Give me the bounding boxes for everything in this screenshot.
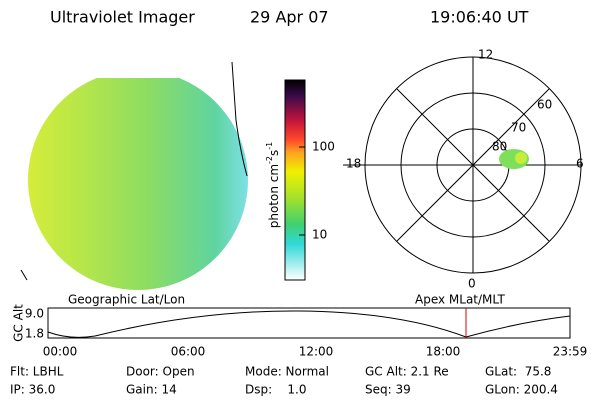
panel-title: Apex MLat/MLT [415, 293, 505, 307]
lat-label: 70 [511, 121, 526, 135]
mlt-label: 0 [468, 277, 476, 291]
y-tick-label: 1.8 [25, 327, 44, 341]
x-tick-label: 12:00 [299, 345, 334, 359]
info-cell: Dsp: 1.0 [245, 383, 307, 397]
mlt-label: 12 [478, 48, 493, 62]
info-cell: GLat: 75.8 [485, 365, 551, 379]
title: Ultraviolet Imager [50, 8, 195, 27]
colorbar-tick: 100 [312, 140, 335, 154]
colorbar-label: photon cm-2s-1 [265, 142, 281, 229]
panel-title: Geographic Lat/Lon [68, 293, 185, 307]
x-tick-label: 23:59 [553, 345, 588, 359]
info-table: Flt: LBHL Door: Open Mode: Normal GC Alt: 2… [10, 365, 558, 397]
info-cell: GC Alt: 2.1 Re [365, 365, 449, 379]
time: 19:06:40 UT [430, 8, 529, 27]
colorbar-tick: 10 [312, 228, 327, 242]
info-cell: Seq: 39 [365, 383, 411, 397]
colorbar: 100 10 photon cm-2s-1 [265, 79, 335, 281]
mlt-label: 6 [576, 157, 584, 171]
info-cell: GLon: 200.4 [485, 383, 558, 397]
info-cell: Door: Open [126, 365, 195, 379]
mlt-label: 18 [346, 157, 361, 171]
lat-label: 80 [492, 140, 507, 154]
x-tick-label: 18:00 [426, 345, 461, 359]
info-cell: Gain: 14 [126, 383, 177, 397]
info-cell: IP: 36.0 [10, 383, 55, 397]
info-cell: Flt: LBHL [10, 365, 64, 379]
lat-label: 60 [537, 98, 552, 112]
date: 29 Apr 07 [250, 8, 329, 27]
y-label: GC Alt [12, 304, 26, 342]
x-tick-label: 00:00 [43, 345, 78, 359]
x-tick-label: 06:00 [171, 345, 206, 359]
info-cell: Mode: Normal [245, 365, 329, 379]
y-tick-label: 9.0 [25, 307, 44, 321]
polar-plot: 12 18 6 0 80 70 60 [343, 48, 584, 291]
earth-image [20, 61, 248, 290]
orbit-panel: Geographic Lat/Lon Apex MLat/MLT GC Alt … [12, 293, 588, 359]
